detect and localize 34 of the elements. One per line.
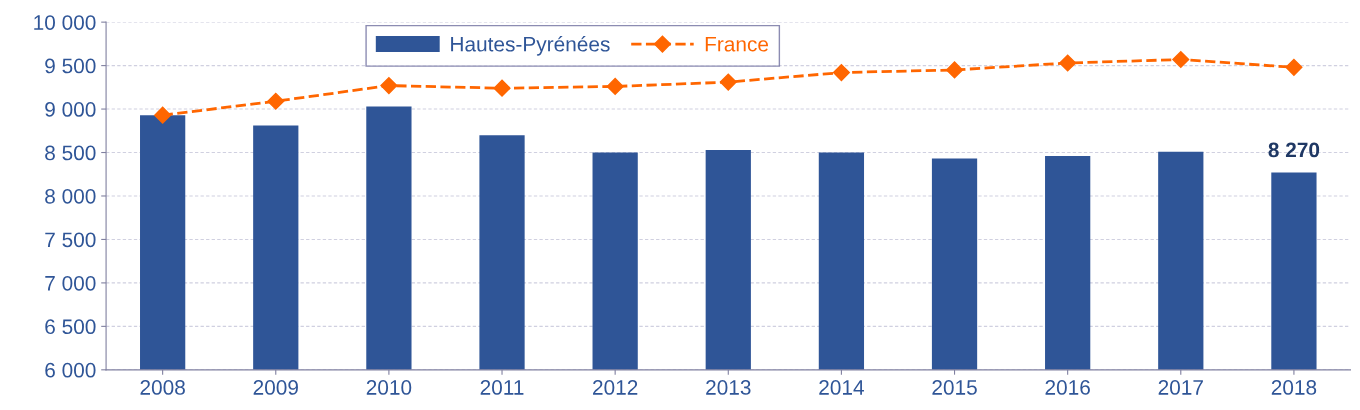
point bbox=[719, 73, 737, 91]
legend-label: Hautes-Pyrénées bbox=[451, 36, 610, 56]
y-tick-label: 6 000 bbox=[45, 362, 96, 378]
point bbox=[1285, 58, 1303, 76]
point bbox=[1059, 54, 1077, 72]
legend-label: France bbox=[705, 37, 769, 52]
x-tick-label: 2012 bbox=[593, 380, 638, 395]
y-tick-label: 8 500 bbox=[45, 145, 96, 161]
x-tick-label: 2018 bbox=[1271, 380, 1317, 395]
point bbox=[493, 79, 511, 97]
point bbox=[832, 64, 850, 82]
x-tick-label: 2010 bbox=[366, 380, 412, 395]
y-tick-label: 8 000 bbox=[45, 188, 96, 204]
x-tick-label: 2015 bbox=[932, 380, 977, 395]
x-tick-label: 2014 bbox=[819, 380, 864, 395]
x-tick-label: 2016 bbox=[1045, 380, 1090, 395]
x-tick-label: 2009 bbox=[253, 380, 298, 395]
y-tick-label: 7 500 bbox=[45, 232, 96, 248]
y-tick-label: 9 000 bbox=[45, 102, 96, 117]
y-tick-label: 10 000 bbox=[34, 15, 96, 30]
point bbox=[267, 92, 285, 110]
point bbox=[606, 77, 624, 96]
y-tick-label: 7 000 bbox=[45, 275, 96, 291]
data-label: 8 270 bbox=[1268, 142, 1320, 158]
point bbox=[1172, 50, 1190, 69]
point bbox=[154, 106, 172, 124]
x-tick-label: 2017 bbox=[1158, 380, 1203, 395]
x-tick-label: 2011 bbox=[480, 380, 524, 395]
x-tick-label: 2013 bbox=[706, 380, 751, 395]
point bbox=[380, 77, 398, 95]
point bbox=[945, 61, 964, 79]
x-tick-label: 2008 bbox=[140, 380, 185, 395]
y-tick-label: 6 500 bbox=[45, 319, 96, 335]
y-tick-label: 9 500 bbox=[45, 58, 96, 74]
